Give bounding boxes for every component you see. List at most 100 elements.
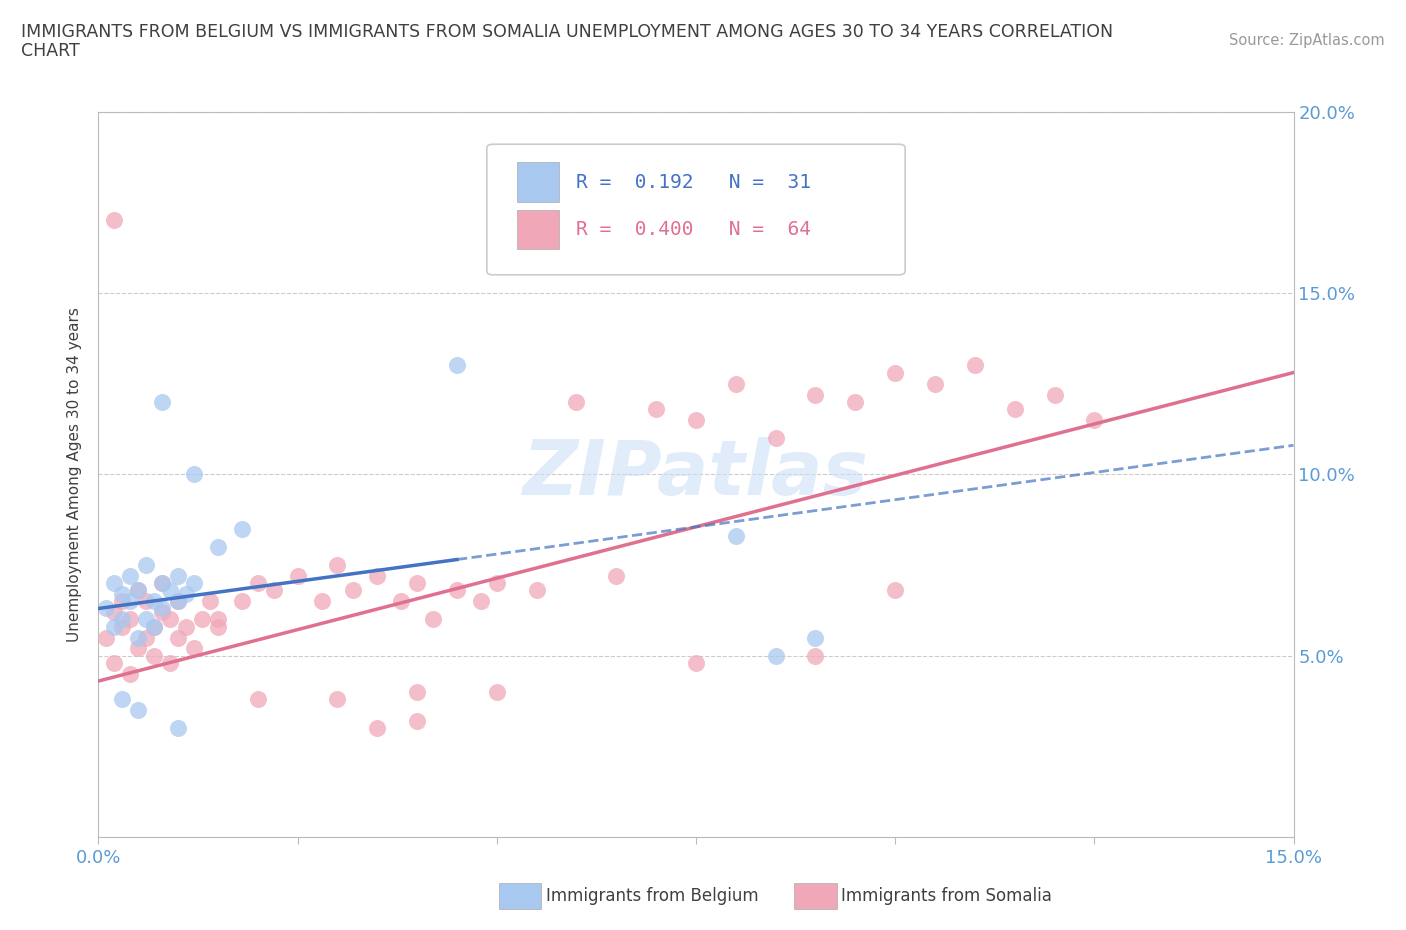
Point: [406, 684, 429, 699]
Point: [804, 648, 827, 663]
Point: [685, 413, 707, 428]
Point: [724, 377, 747, 392]
Point: [198, 594, 221, 609]
Point: [342, 583, 364, 598]
Point: [526, 583, 548, 598]
Point: [1043, 387, 1066, 402]
FancyBboxPatch shape: [486, 144, 905, 275]
Point: [174, 587, 197, 602]
Point: [167, 568, 190, 583]
Point: [174, 619, 197, 634]
Point: [924, 377, 946, 392]
Point: [135, 594, 157, 609]
Point: [389, 594, 412, 609]
Point: [446, 583, 468, 598]
Point: [127, 703, 149, 718]
Point: [159, 612, 181, 627]
Point: [111, 619, 134, 634]
Point: [167, 594, 190, 609]
Point: [485, 684, 508, 699]
Point: [159, 656, 181, 671]
Point: [1004, 402, 1026, 417]
Point: [143, 619, 166, 634]
Point: [150, 394, 173, 409]
Point: [191, 612, 214, 627]
Point: [127, 641, 149, 656]
Point: [103, 619, 125, 634]
Text: R =  0.192   N =  31: R = 0.192 N = 31: [576, 173, 811, 192]
Point: [103, 604, 125, 619]
Point: [645, 402, 668, 417]
Bar: [517, 209, 558, 249]
Point: [111, 692, 134, 707]
Point: [103, 576, 125, 591]
Point: [963, 358, 986, 373]
Point: [263, 583, 285, 598]
Point: [96, 601, 118, 616]
Point: [231, 594, 253, 609]
Point: [207, 612, 229, 627]
Point: [143, 648, 166, 663]
Point: [804, 631, 827, 645]
Point: [150, 601, 173, 616]
Point: [246, 576, 269, 591]
Point: [143, 594, 166, 609]
Point: [167, 721, 190, 736]
Point: [150, 604, 173, 619]
Point: [183, 576, 205, 591]
Point: [565, 394, 588, 409]
Point: [167, 631, 190, 645]
Point: [120, 666, 142, 681]
Point: [884, 583, 907, 598]
Point: [231, 521, 253, 536]
Point: [470, 594, 492, 609]
Point: [159, 583, 181, 598]
Point: [96, 631, 118, 645]
Point: [135, 558, 157, 573]
Point: [167, 594, 190, 609]
Point: [111, 587, 134, 602]
Point: [183, 641, 205, 656]
Point: [207, 539, 229, 554]
Point: [485, 576, 508, 591]
Point: [127, 583, 149, 598]
Point: [311, 594, 333, 609]
Point: [446, 358, 468, 373]
Point: [150, 576, 173, 591]
Point: [120, 594, 142, 609]
Point: [326, 692, 349, 707]
Text: ZIPatlas: ZIPatlas: [523, 437, 869, 512]
Point: [111, 594, 134, 609]
Text: IMMIGRANTS FROM BELGIUM VS IMMIGRANTS FROM SOMALIA UNEMPLOYMENT AMONG AGES 30 TO: IMMIGRANTS FROM BELGIUM VS IMMIGRANTS FR…: [21, 23, 1114, 41]
Point: [804, 387, 827, 402]
Point: [884, 365, 907, 380]
Text: Immigrants from Belgium: Immigrants from Belgium: [546, 886, 758, 905]
Point: [406, 576, 429, 591]
Point: [183, 467, 205, 482]
Point: [103, 213, 125, 228]
Point: [1083, 413, 1105, 428]
Point: [765, 431, 787, 445]
Point: [135, 631, 157, 645]
Bar: [517, 163, 558, 203]
Point: [287, 568, 309, 583]
Point: [103, 656, 125, 671]
Point: [120, 568, 142, 583]
Text: Immigrants from Somalia: Immigrants from Somalia: [841, 886, 1052, 905]
Y-axis label: Unemployment Among Ages 30 to 34 years: Unemployment Among Ages 30 to 34 years: [67, 307, 83, 642]
Point: [111, 612, 134, 627]
Point: [366, 568, 388, 583]
Point: [844, 394, 866, 409]
Point: [135, 612, 157, 627]
Point: [724, 528, 747, 543]
Point: [685, 656, 707, 671]
Point: [127, 631, 149, 645]
Text: CHART: CHART: [21, 42, 80, 60]
Point: [326, 558, 349, 573]
Point: [120, 612, 142, 627]
Point: [127, 583, 149, 598]
Point: [422, 612, 444, 627]
Text: Source: ZipAtlas.com: Source: ZipAtlas.com: [1229, 33, 1385, 47]
Point: [605, 568, 627, 583]
Point: [150, 576, 173, 591]
